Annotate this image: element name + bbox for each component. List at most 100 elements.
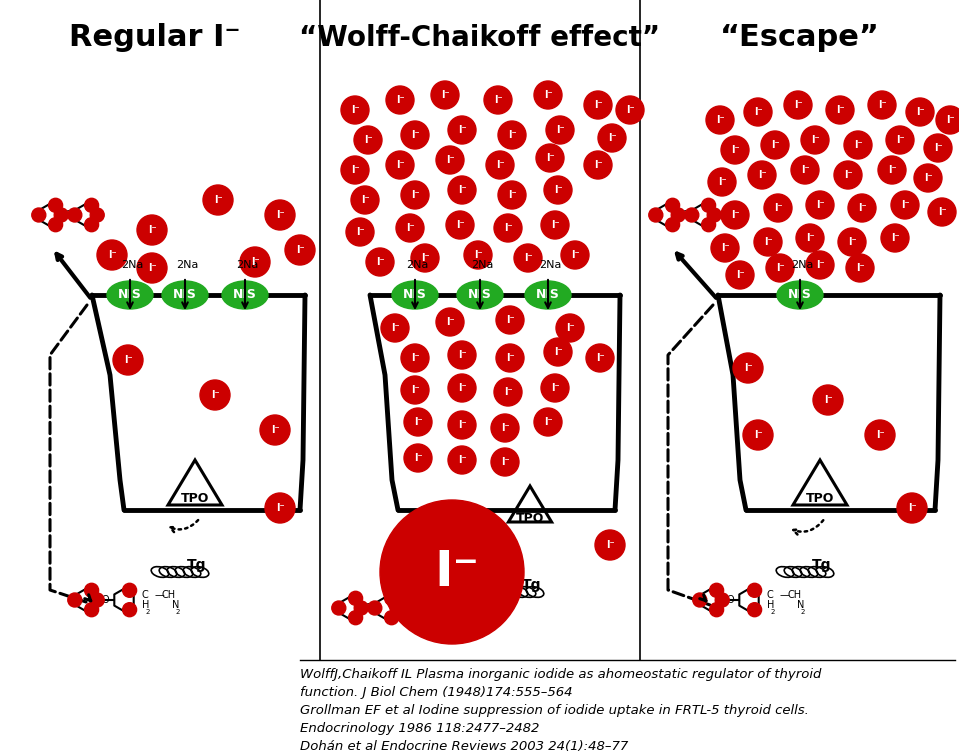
- Text: I⁻: I⁻: [410, 190, 419, 200]
- Text: I⁻: I⁻: [214, 195, 222, 205]
- Text: I⁻: I⁻: [356, 227, 364, 237]
- Circle shape: [401, 181, 429, 209]
- Circle shape: [914, 164, 942, 192]
- Text: I⁻: I⁻: [553, 347, 562, 357]
- Circle shape: [886, 126, 914, 154]
- Text: I⁻: I⁻: [876, 430, 884, 440]
- Text: I⁻: I⁻: [148, 263, 156, 273]
- Text: I⁻: I⁻: [456, 220, 464, 230]
- Text: 2: 2: [146, 609, 151, 615]
- Text: I⁻: I⁻: [507, 130, 516, 140]
- Ellipse shape: [525, 281, 571, 309]
- Circle shape: [84, 199, 99, 212]
- Text: 2Na: 2Na: [471, 260, 493, 270]
- Circle shape: [801, 126, 829, 154]
- Circle shape: [848, 194, 876, 222]
- Circle shape: [556, 314, 584, 342]
- Circle shape: [715, 593, 729, 607]
- Text: I⁻: I⁻: [896, 135, 904, 145]
- Circle shape: [764, 194, 792, 222]
- Circle shape: [541, 211, 569, 239]
- Circle shape: [924, 134, 952, 162]
- Circle shape: [666, 217, 680, 232]
- Circle shape: [685, 208, 699, 222]
- Circle shape: [721, 136, 749, 164]
- Circle shape: [200, 380, 230, 410]
- Text: I⁻: I⁻: [457, 350, 466, 360]
- Text: “Escape”: “Escape”: [720, 23, 880, 53]
- Text: I⁻: I⁻: [924, 173, 932, 183]
- Text: I⁻: I⁻: [275, 503, 284, 513]
- Text: I⁻: I⁻: [743, 363, 752, 373]
- Circle shape: [240, 247, 270, 277]
- Text: I⁻: I⁻: [446, 317, 455, 327]
- Circle shape: [396, 214, 424, 242]
- Text: I⁻: I⁻: [801, 165, 809, 175]
- Circle shape: [708, 168, 736, 196]
- Circle shape: [702, 217, 715, 232]
- Text: I⁻: I⁻: [434, 548, 480, 596]
- Text: I⁻: I⁻: [806, 233, 814, 243]
- Text: I⁻: I⁻: [413, 453, 422, 463]
- Text: I⁻: I⁻: [594, 100, 602, 110]
- Circle shape: [68, 593, 82, 607]
- Text: I⁻: I⁻: [715, 115, 724, 125]
- Circle shape: [936, 106, 959, 134]
- Text: I⁻: I⁻: [550, 383, 559, 393]
- Circle shape: [707, 208, 721, 222]
- Ellipse shape: [392, 281, 438, 309]
- Ellipse shape: [222, 281, 268, 309]
- Circle shape: [748, 584, 761, 597]
- Circle shape: [401, 344, 429, 372]
- Text: I⁻: I⁻: [606, 540, 615, 550]
- Circle shape: [137, 215, 167, 245]
- Text: I⁻: I⁻: [771, 140, 780, 150]
- Text: I⁻: I⁻: [457, 185, 466, 195]
- Circle shape: [881, 224, 909, 252]
- Text: I⁻: I⁻: [446, 155, 455, 165]
- Text: I⁻: I⁻: [410, 130, 419, 140]
- Circle shape: [401, 121, 429, 149]
- Circle shape: [404, 408, 432, 436]
- Circle shape: [436, 308, 464, 336]
- Circle shape: [748, 161, 776, 189]
- Text: I⁻: I⁻: [774, 203, 783, 213]
- Ellipse shape: [162, 281, 208, 309]
- Text: I⁻: I⁻: [441, 90, 450, 100]
- Text: Dohán et al Endocrine Reviews 2003 24(1):48–77: Dohán et al Endocrine Reviews 2003 24(1)…: [300, 740, 628, 753]
- Circle shape: [448, 176, 476, 204]
- Circle shape: [598, 124, 626, 152]
- Text: I⁻: I⁻: [494, 95, 503, 105]
- Circle shape: [496, 344, 524, 372]
- Text: function. J Biol Chem (1948)174:555–564: function. J Biol Chem (1948)174:555–564: [300, 686, 573, 699]
- Circle shape: [265, 200, 295, 230]
- Text: I⁻: I⁻: [566, 323, 574, 333]
- Circle shape: [464, 241, 492, 269]
- Circle shape: [49, 199, 62, 212]
- Circle shape: [260, 415, 290, 445]
- Text: I⁻: I⁻: [457, 455, 466, 465]
- Circle shape: [448, 374, 476, 402]
- Text: I⁻: I⁻: [410, 353, 419, 363]
- Circle shape: [561, 241, 589, 269]
- Text: I⁻: I⁻: [457, 383, 466, 393]
- Text: I⁻: I⁻: [571, 250, 579, 260]
- Text: 2Na: 2Na: [236, 260, 258, 270]
- Circle shape: [544, 176, 572, 204]
- Text: I⁻: I⁻: [625, 105, 634, 115]
- Text: I⁻: I⁻: [736, 270, 744, 280]
- Circle shape: [813, 385, 843, 415]
- Text: I⁻: I⁻: [824, 395, 832, 405]
- Text: I⁻: I⁻: [361, 195, 369, 205]
- Text: I⁻: I⁻: [376, 257, 385, 267]
- Text: I⁻: I⁻: [275, 210, 284, 220]
- Circle shape: [366, 248, 394, 276]
- Circle shape: [754, 228, 782, 256]
- Circle shape: [534, 81, 562, 109]
- Text: I⁻: I⁻: [270, 425, 279, 435]
- Text: I⁻: I⁻: [406, 223, 414, 233]
- Ellipse shape: [457, 281, 503, 309]
- Text: C  —: C —: [767, 590, 790, 600]
- Circle shape: [448, 116, 476, 144]
- Text: H: H: [767, 600, 774, 610]
